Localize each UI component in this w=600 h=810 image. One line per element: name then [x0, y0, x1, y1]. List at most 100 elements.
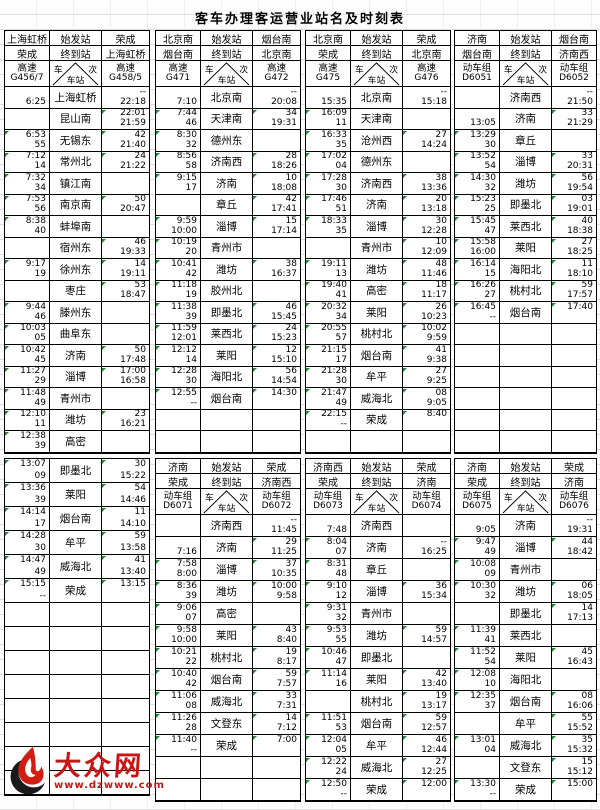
time-cell-outbound: 20:32 34	[306, 302, 351, 323]
comment-flag-icon	[156, 346, 160, 350]
depart-time: 11	[335, 118, 347, 129]
time-cell-outbound: 9:31 32	[306, 603, 351, 624]
time-cell-return: 56 19:54	[552, 173, 596, 194]
comment-flag-icon	[253, 692, 257, 696]
time-cell-return	[102, 675, 149, 698]
time-cell-outbound: 11:06 08	[156, 691, 201, 712]
header-cell: 上海虹桥	[105, 49, 146, 61]
time-cell-return: 33 21:29	[552, 109, 596, 130]
arrive-time: 15:58	[470, 237, 496, 248]
svg-text:车: 车	[54, 64, 63, 76]
comment-flag-icon	[102, 460, 106, 464]
logo-url: www.dzwww.com	[54, 780, 165, 791]
time-cell-outbound: 13:07 09	[5, 459, 50, 482]
time-cell-return: 11 14:10	[102, 507, 149, 530]
arrive-time: 14:28	[20, 531, 46, 542]
arrive-time: 13:36	[20, 483, 46, 494]
depart-time: 39	[34, 440, 46, 451]
arrive-time: 27	[435, 366, 447, 377]
arrive-time: 7:12	[25, 151, 46, 162]
time-cell-return: 11 18:10	[552, 259, 596, 280]
time-cell-outbound: 14:47 49	[5, 555, 50, 578]
arrive-time: 20:55	[321, 323, 347, 334]
time-cell-outbound	[455, 603, 500, 624]
station-cell: 天津南	[351, 108, 403, 129]
depart-time	[455, 441, 499, 451]
station-cell: 潍坊	[500, 581, 552, 602]
station-cell: 青州市	[50, 388, 102, 409]
depart-time: 07	[335, 547, 347, 558]
station-cell: 莱阳	[500, 237, 552, 258]
depart-time: 56	[34, 204, 46, 215]
station-cell: 潍坊	[201, 581, 253, 602]
comment-flag-icon	[253, 582, 257, 586]
comment-flag-icon	[156, 131, 160, 135]
comment-flag-icon	[306, 346, 310, 350]
table-row: 6:25 上海虹桥 -- 22:18	[5, 87, 149, 109]
svg-text:次: 次	[389, 492, 398, 504]
comment-flag-icon	[253, 389, 257, 393]
train-number-cell: 动车组 D6051	[455, 61, 500, 86]
table-row: 牟平 55 15:52	[455, 713, 596, 735]
table-row: 8:38 40 蚌埠南	[5, 216, 149, 238]
arrive-time: 20	[435, 194, 447, 205]
station-cell: 济南	[351, 537, 403, 558]
svg-text:次: 次	[538, 492, 547, 504]
depart-time: 13:36	[421, 182, 447, 193]
time-cell-return: 54 14:46	[102, 483, 149, 506]
table-row: 20:32 34 莱阳 26 10:23	[306, 302, 450, 324]
arrive-time: 59	[581, 280, 593, 291]
time-cell-outbound: 12:35 37	[455, 691, 500, 712]
comment-flag-icon	[306, 217, 310, 221]
depart-time: 22:18	[120, 96, 146, 107]
depart-time	[102, 663, 149, 675]
arrive-time: 16:33	[321, 130, 347, 140]
table-row: 7:53 56 南京南 50 20:47	[5, 194, 149, 216]
table-row: 19:40 41 高密 18 11:17	[306, 280, 450, 302]
arrive-time	[403, 431, 450, 441]
arrive-time: 42	[134, 130, 146, 140]
depart-time: 04	[335, 161, 347, 172]
svg-text:次: 次	[239, 64, 248, 76]
comment-flag-icon	[403, 281, 407, 286]
depart-time: 16:00	[470, 247, 496, 258]
time-cell-return: 45 16:43	[552, 647, 596, 668]
arrive-time: 19	[285, 647, 297, 657]
train-type-label: 高速	[318, 62, 338, 74]
arrive-time: 10	[285, 173, 297, 183]
depart-time: 27	[484, 290, 496, 301]
arrive-time: 11:26	[171, 713, 197, 723]
depart-time: 18:26	[271, 161, 297, 172]
arrive-time: 16:14	[470, 259, 496, 269]
arrive-time	[552, 367, 596, 377]
comment-flag-icon	[156, 238, 160, 243]
arrive-time	[455, 345, 499, 355]
time-cell-return: -- 11:45	[253, 515, 300, 536]
comment-flag-icon	[552, 109, 556, 114]
comment-flag-icon	[5, 324, 9, 329]
time-cell-return: -- 16:25	[403, 537, 450, 558]
header-row: 济南 始发站 荣成	[156, 459, 300, 474]
station-cell: 高密	[201, 603, 253, 624]
depart-time: 9:38	[426, 354, 447, 365]
arrive-time	[552, 324, 596, 334]
depart-time: 14	[185, 354, 197, 365]
time-cell-outbound: 10:30 32	[455, 581, 500, 602]
table-row: 7:48 济南西	[306, 515, 450, 537]
arrive-time: 50	[134, 345, 146, 355]
time-cell-return	[102, 388, 149, 409]
svg-text:车站: 车站	[218, 74, 236, 86]
time-cell-outbound: 16:33 35	[306, 130, 351, 151]
time-cell-return: 10 12:09	[403, 238, 450, 259]
arrive-time: 43	[285, 625, 297, 635]
time-cell-return	[253, 410, 300, 431]
table-row: 12:35 37 烟台南 08 16:06	[455, 691, 596, 713]
arrive-time: 9:17	[25, 259, 46, 269]
table-row	[156, 409, 300, 431]
arrive-time	[403, 559, 450, 570]
time-cell-outbound: 6:25	[5, 87, 50, 108]
depart-time	[455, 768, 499, 779]
depart-time: 47	[335, 657, 347, 668]
table-row: 17:28 30 济南西 38 13:36	[306, 173, 450, 195]
table-row: 13:36 39 莱阳 54 14:46	[5, 483, 149, 507]
